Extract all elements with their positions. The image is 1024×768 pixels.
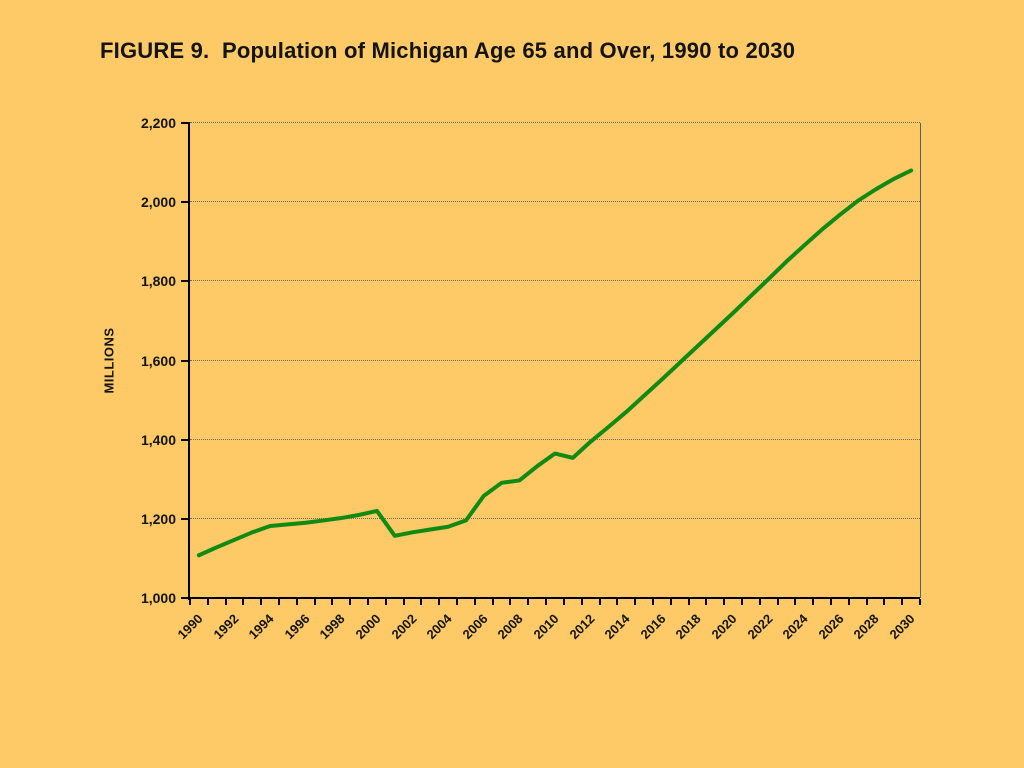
- y-axis-tick-label: 1,000: [140, 590, 176, 606]
- x-axis-tick: [260, 599, 263, 605]
- x-axis-tick: [295, 599, 298, 605]
- x-axis-tick: [545, 599, 548, 605]
- x-axis-tick: [740, 599, 743, 605]
- y-axis-tick-label: 1,200: [140, 510, 176, 527]
- y-axis-tick: [181, 122, 190, 124]
- y-axis-tick-label: 2,000: [140, 194, 176, 211]
- population-series-line: [196, 168, 914, 558]
- y-gridline: [190, 280, 920, 282]
- x-axis-tick: [901, 599, 904, 605]
- x-axis-tick: [509, 599, 512, 605]
- x-axis-tick: [438, 599, 441, 605]
- x-axis-tick: [224, 599, 227, 605]
- y-axis-tick-label: 1,400: [140, 431, 176, 448]
- y-axis-tick-label: 1,800: [140, 273, 176, 290]
- figure-title: FIGURE 9. Population of Michigan Age 65 …: [100, 38, 796, 63]
- x-axis-tick: [812, 599, 815, 605]
- x-axis-tick: [384, 599, 387, 605]
- y-axis-tick: [181, 438, 190, 441]
- x-axis-tick: [705, 599, 708, 605]
- x-axis-tick: [847, 599, 850, 605]
- x-axis-tick: [758, 599, 761, 605]
- y-gridline: [190, 122, 920, 123]
- x-axis-tick: [402, 599, 405, 605]
- x-axis-tick: [242, 599, 245, 605]
- y-gridline: [190, 201, 920, 203]
- x-axis-tick: [687, 599, 690, 605]
- x-axis-tick: [367, 599, 370, 605]
- x-axis-tick: [634, 599, 637, 605]
- x-axis-tick: [616, 599, 619, 605]
- x-axis-tick: [865, 599, 868, 605]
- x-axis-tick: [527, 599, 530, 605]
- x-axis-tick: [598, 599, 601, 605]
- y-axis-tick-label: 2,200: [140, 115, 176, 131]
- x-axis-tick: [919, 599, 921, 605]
- x-axis-tick: [562, 599, 565, 605]
- y-axis-tick: [181, 517, 190, 520]
- x-axis-tick: [206, 599, 209, 605]
- x-axis-tick: [331, 599, 334, 605]
- x-axis-tick: [278, 599, 281, 605]
- x-axis-tick: [420, 599, 423, 605]
- x-axis-tick: [829, 599, 832, 605]
- x-axis-tick: [651, 599, 654, 605]
- x-axis-tick: [473, 599, 476, 605]
- y-axis-tick: [181, 359, 190, 362]
- y-axis-tick: [181, 280, 190, 283]
- x-axis-line: [188, 597, 920, 599]
- population-series-polyline: [196, 168, 914, 558]
- x-axis-tick: [189, 599, 191, 605]
- x-axis-tick: [669, 599, 672, 605]
- x-axis-tick: [723, 599, 726, 605]
- y-axis-line: [188, 123, 190, 600]
- y-gridline: [190, 359, 920, 361]
- y-gridline: [190, 517, 920, 519]
- y-axis-tick: [181, 597, 190, 599]
- x-axis-tick: [491, 599, 494, 605]
- x-axis-tick: [794, 599, 797, 605]
- x-axis-tick: [776, 599, 779, 605]
- x-axis-tick: [313, 599, 316, 605]
- x-axis-tick: [580, 599, 583, 605]
- y-axis-tick-label: 1,600: [140, 352, 176, 369]
- y-axis-tick: [181, 201, 190, 204]
- x-axis-tick: [349, 599, 352, 605]
- y-gridline: [190, 438, 920, 440]
- x-axis-tick: [883, 599, 886, 605]
- plot-right-border: [920, 123, 921, 598]
- x-axis-tick: [456, 599, 459, 605]
